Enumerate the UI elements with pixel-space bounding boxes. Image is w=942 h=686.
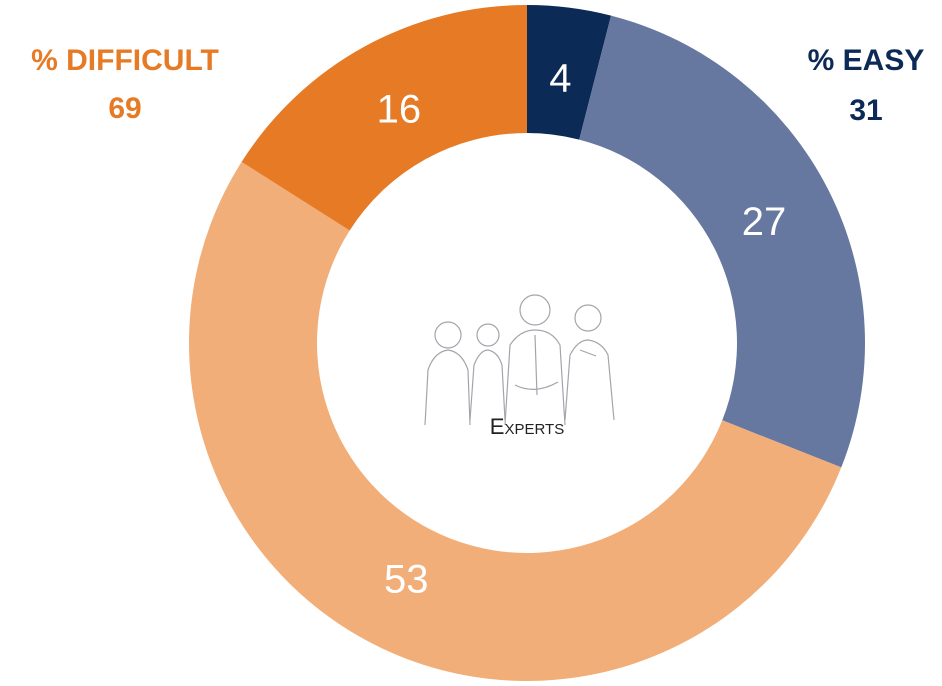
annotation-value: 69 <box>108 92 141 125</box>
slice-label: 16 <box>377 87 422 131</box>
donut-slice <box>241 5 527 231</box>
slice-label: 27 <box>742 200 787 244</box>
donut-slice <box>579 15 865 468</box>
experts-illustration <box>424 294 615 426</box>
annotation-value: 31 <box>849 94 882 127</box>
donut-slice <box>527 5 612 140</box>
annotation-label: % EASY <box>808 44 925 77</box>
donut-slice <box>188 161 842 682</box>
slice-label: 53 <box>384 558 429 602</box>
slices: 4 27 53 16 <box>188 5 865 682</box>
annotation-label: % DIFFICULT <box>31 44 219 77</box>
center-label: Experts <box>490 414 564 439</box>
slice-label: 4 <box>549 57 571 101</box>
